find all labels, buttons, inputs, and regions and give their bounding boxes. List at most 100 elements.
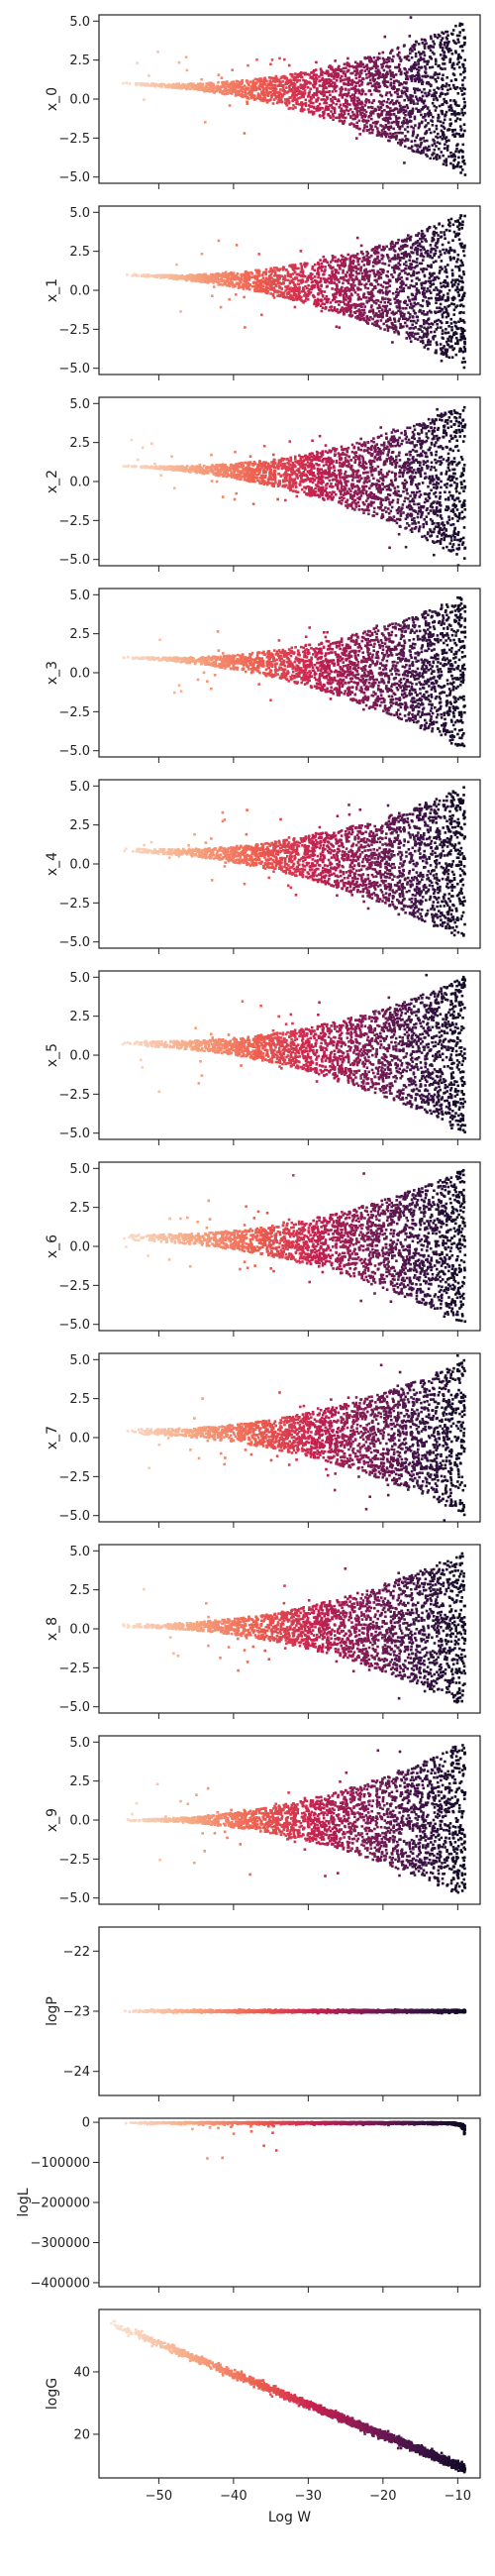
data-point bbox=[331, 259, 334, 262]
data-point bbox=[337, 258, 340, 262]
data-point bbox=[269, 267, 272, 270]
data-point bbox=[456, 340, 459, 344]
data-point bbox=[340, 287, 344, 290]
data-point bbox=[421, 120, 424, 124]
data-point bbox=[396, 241, 399, 245]
data-point bbox=[348, 259, 352, 263]
data-point bbox=[354, 84, 357, 88]
data-point bbox=[202, 273, 205, 276]
data-point bbox=[360, 88, 364, 91]
data-point bbox=[345, 108, 348, 112]
data-point bbox=[413, 117, 417, 121]
data-point bbox=[354, 303, 357, 306]
data-point bbox=[396, 253, 400, 257]
data-point bbox=[332, 115, 335, 118]
data-point bbox=[427, 340, 430, 344]
data-point bbox=[422, 57, 426, 60]
data-point bbox=[428, 276, 432, 279]
data-point bbox=[351, 266, 355, 268]
data-point bbox=[418, 88, 422, 92]
data-point bbox=[372, 506, 376, 510]
data-point bbox=[312, 111, 316, 114]
data-point bbox=[325, 105, 328, 108]
data-point bbox=[385, 289, 388, 292]
data-point bbox=[430, 330, 433, 334]
data-point bbox=[384, 119, 388, 123]
data-point bbox=[344, 72, 347, 76]
data-point bbox=[446, 331, 450, 335]
data-point bbox=[462, 294, 466, 297]
data-point bbox=[292, 85, 295, 88]
data-point bbox=[462, 321, 466, 324]
data-point bbox=[439, 250, 442, 253]
data-point bbox=[436, 141, 440, 144]
data-point bbox=[453, 250, 456, 254]
data-point bbox=[460, 135, 464, 138]
data-point bbox=[353, 99, 356, 102]
data-point bbox=[316, 98, 320, 102]
data-point bbox=[414, 246, 418, 250]
data-point bbox=[384, 135, 388, 139]
data-point bbox=[389, 73, 393, 77]
data-point bbox=[369, 254, 373, 258]
data-point bbox=[397, 80, 400, 83]
data-point bbox=[451, 63, 455, 66]
data-point bbox=[235, 82, 238, 86]
data-point bbox=[321, 90, 325, 94]
data-point bbox=[409, 313, 412, 316]
data-point bbox=[346, 81, 350, 84]
data-point bbox=[330, 82, 333, 86]
data-point bbox=[406, 71, 409, 74]
data-point bbox=[461, 86, 465, 90]
data-point bbox=[332, 68, 336, 72]
data-point bbox=[230, 278, 233, 282]
data-point bbox=[452, 302, 455, 306]
data-point bbox=[314, 92, 318, 96]
data-point bbox=[439, 298, 443, 301]
data-point bbox=[463, 342, 466, 346]
data-point bbox=[370, 448, 373, 452]
data-point bbox=[365, 76, 368, 79]
data-point bbox=[295, 267, 298, 270]
data-point bbox=[305, 296, 308, 300]
data-point bbox=[449, 49, 452, 53]
data-point bbox=[288, 88, 292, 92]
data-point bbox=[327, 90, 331, 94]
data-point bbox=[266, 94, 270, 97]
data-point bbox=[421, 254, 424, 258]
data-point bbox=[328, 65, 331, 68]
data-point bbox=[426, 302, 430, 306]
data-point bbox=[357, 98, 360, 101]
data-point bbox=[331, 90, 335, 93]
data-point bbox=[410, 140, 414, 143]
data-point bbox=[422, 310, 425, 313]
data-point bbox=[433, 53, 436, 55]
data-point bbox=[247, 281, 249, 285]
data-point bbox=[289, 279, 292, 283]
data-point bbox=[408, 298, 411, 302]
data-point bbox=[405, 57, 409, 60]
data-point bbox=[380, 66, 384, 69]
data-point bbox=[349, 271, 352, 274]
data-point bbox=[210, 87, 214, 91]
data-point bbox=[455, 85, 459, 89]
data-point bbox=[399, 245, 403, 249]
data-point bbox=[297, 287, 300, 290]
data-point bbox=[372, 64, 376, 68]
data-point bbox=[360, 271, 364, 275]
data-point bbox=[246, 284, 249, 288]
data-point bbox=[375, 324, 378, 327]
data-point bbox=[263, 278, 266, 282]
data-point bbox=[359, 61, 363, 65]
data-point bbox=[428, 109, 431, 113]
data-point bbox=[329, 93, 332, 97]
data-point bbox=[458, 298, 462, 302]
data-point bbox=[374, 122, 378, 125]
data-point bbox=[196, 83, 199, 87]
data-point bbox=[411, 315, 415, 318]
data-point bbox=[417, 248, 420, 251]
data-point bbox=[326, 69, 330, 73]
data-point bbox=[255, 282, 258, 286]
data-point bbox=[439, 266, 442, 269]
data-point bbox=[373, 73, 376, 76]
